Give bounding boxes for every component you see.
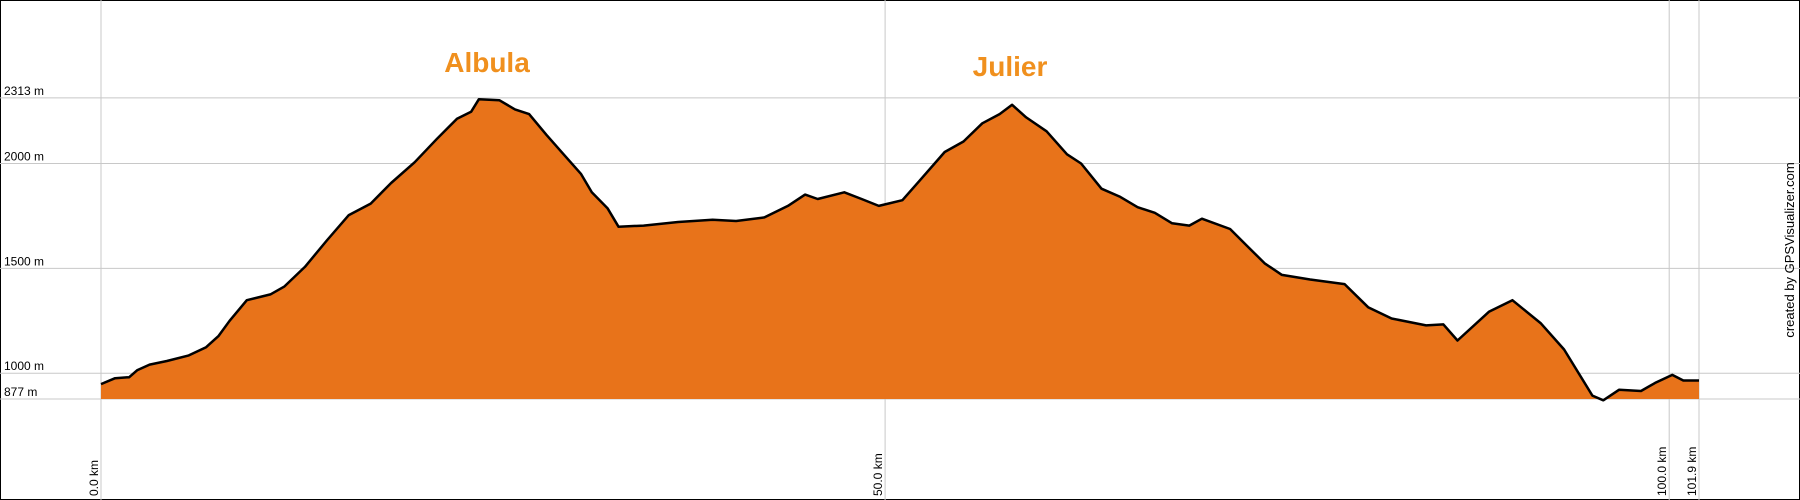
credit: created by GPSVisualizer.com	[1782, 162, 1797, 337]
x-tick-label: 101.9 km	[1685, 447, 1699, 496]
annotation: Albula	[444, 47, 530, 78]
y-tick-label: 1000 m	[4, 359, 44, 373]
x-tick-label: 0.0 km	[87, 460, 101, 496]
x-tick-label: 50.0 km	[871, 453, 885, 496]
y-tick-label: 877 m	[4, 385, 37, 399]
elevation-line	[100, 97, 1699, 402]
labels: 877 m 1000 m 1500 m 2000 m 2313 m 0.0 km 50.0 …	[4, 84, 1699, 496]
x-tick-label: 100.0 km	[1655, 447, 1669, 496]
y-tick-label: 2000 m	[4, 150, 44, 164]
annotation: Julier	[973, 51, 1048, 82]
plot	[100, 97, 1699, 402]
y-tick-label: 1500 m	[4, 254, 44, 268]
y-tick-label: 2313 m	[4, 84, 44, 98]
elevation-area	[101, 99, 1699, 401]
